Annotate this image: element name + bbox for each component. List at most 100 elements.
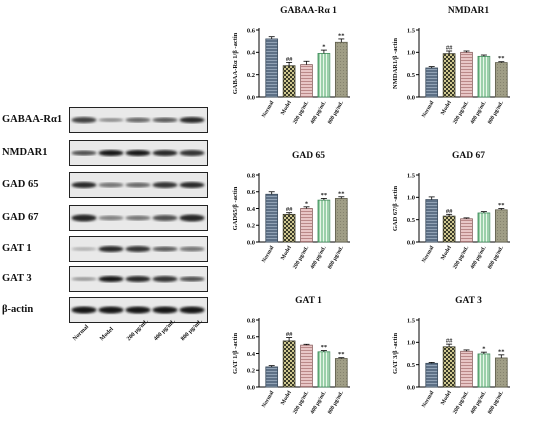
bar-model	[282, 65, 296, 98]
blot-band	[179, 246, 205, 252]
bar-800-g-ml	[334, 41, 348, 98]
x-tick-label: 200 μg/mL	[452, 245, 470, 270]
bar-model	[282, 213, 296, 243]
x-tick-label: 200 μg/mL	[292, 245, 310, 270]
blot-band	[71, 117, 97, 123]
bar-800-g-ml	[494, 62, 508, 98]
significance-marker: ##	[286, 56, 293, 63]
blot-lane-label: Normal	[72, 324, 91, 343]
y-tick-label: 0.4	[247, 50, 256, 57]
y-tick-label: 1.0	[407, 340, 415, 347]
chart-title: GAT 1	[295, 296, 322, 306]
x-tick-label: Normal	[421, 100, 436, 119]
bar-800-g-ml	[494, 209, 508, 243]
blot-label-gat-3: GAT 3	[2, 273, 32, 284]
y-tick-label: 1.5	[407, 27, 416, 34]
bar-200-g-ml	[460, 350, 473, 388]
blot-band	[179, 117, 205, 123]
bar-800-g-ml	[494, 357, 508, 388]
blot-band	[179, 182, 205, 188]
western-blot-panel: GABAA-Rα1 NMDAR1 GAD 65 GAD 67 GAT 1 GAT 3 β-a…	[0, 0, 225, 431]
chart-gad65: GAD 65 GAD65/β -actin 0.0 0.2 0.4 0.6 0.8 Norma…	[232, 151, 350, 270]
bar-400-g-ml	[317, 351, 331, 388]
y-tick-label: 0.5	[407, 72, 416, 79]
y-tick-label: 0.8	[247, 172, 256, 179]
bar-model	[282, 340, 296, 388]
chart-gat1: GAT 1 GAT 1/β -actin 0.0 0.2 0.4 0.6 0.8 Normal…	[232, 296, 350, 415]
bar-normal	[425, 199, 439, 243]
y-tick-label: 0.0	[407, 94, 415, 101]
blot-strip-actin	[69, 297, 208, 323]
bar-800-g-ml	[334, 358, 348, 388]
blot-label-gad-67: GAD 67	[2, 212, 39, 223]
blot-band	[98, 182, 124, 188]
blot-band	[98, 150, 124, 156]
blot-label-gabaa-r-1: GABAA-Rα1	[2, 114, 63, 125]
x-tick-label: 200 μg/mL	[292, 100, 310, 125]
y-axis-label: GAD65/β -actin	[232, 186, 239, 230]
significance-marker: *	[305, 200, 308, 207]
blot-band	[179, 276, 205, 282]
bar-200-g-ml	[300, 344, 313, 388]
significance-marker: **	[498, 202, 505, 209]
x-tick-label: 800 μg/mL	[487, 245, 505, 270]
y-tick-label: 0.4	[247, 351, 256, 358]
bar-400-g-ml	[477, 212, 491, 243]
y-tick-label: 0.4	[247, 206, 256, 213]
y-tick-label: 0.2	[247, 223, 255, 230]
bar-normal	[265, 366, 279, 388]
chart-gat3: GAT 3 GAT 3/β -actin 0.0 0.5 1.0 1.5 Normal ## M…	[392, 296, 510, 415]
blot-label-actin: β-actin	[2, 304, 34, 315]
bar-normal	[425, 67, 439, 98]
blot-band	[98, 118, 124, 122]
blot-band	[98, 215, 124, 221]
x-tick-label: Model	[440, 100, 453, 117]
blot-band	[152, 276, 178, 282]
blot-band	[71, 150, 97, 156]
y-tick-label: 1.5	[407, 317, 416, 324]
blot-band	[98, 306, 124, 314]
x-tick-label: Normal	[421, 390, 436, 409]
x-tick-label: Normal	[261, 390, 276, 409]
y-axis-label: GAT 1/β -actin	[232, 333, 239, 374]
significance-marker: ##	[446, 208, 453, 215]
x-tick-label: 200 μg/mL	[452, 100, 470, 125]
x-tick-label: 200 μg/mL	[292, 390, 310, 415]
x-tick-label: Normal	[421, 245, 436, 264]
blot-label-nmdar1: NMDAR1	[2, 147, 48, 158]
blot-band	[152, 182, 178, 188]
y-tick-label: 0.8	[247, 317, 256, 324]
blot-band	[125, 150, 151, 156]
y-tick-label: 0.2	[247, 72, 255, 79]
bar-model	[442, 215, 456, 243]
x-tick-label: Normal	[261, 100, 276, 119]
significance-marker: *	[482, 346, 485, 353]
significance-marker: **	[321, 344, 328, 351]
x-tick-label: 800 μg/mL	[487, 100, 505, 125]
x-tick-label: 400 μg/mL	[310, 100, 328, 125]
significance-marker: **	[498, 55, 505, 62]
bar-normal	[265, 193, 279, 243]
y-tick-label: 0.0	[247, 94, 255, 101]
x-tick-label: 800 μg/mL	[487, 390, 505, 415]
blot-band	[179, 306, 205, 314]
chart-title: GABAA-Rα 1	[280, 6, 337, 16]
blot-band	[179, 214, 205, 222]
bar-normal	[265, 38, 279, 98]
significance-marker: **	[498, 348, 505, 355]
significance-marker: ##	[446, 338, 453, 345]
y-tick-label: 0.2	[247, 368, 255, 375]
blot-band	[98, 276, 124, 282]
bar-400-g-ml	[317, 53, 331, 98]
x-tick-label: Normal	[261, 245, 276, 264]
blot-strip-gat-3	[69, 266, 208, 292]
blot-band	[152, 215, 178, 221]
y-tick-label: 0.5	[407, 217, 416, 224]
bar-200-g-ml	[460, 218, 473, 243]
x-tick-label: 800 μg/mL	[327, 245, 345, 270]
y-tick-label: 1.5	[407, 172, 416, 179]
blot-strip-gabaa-r-1	[69, 107, 208, 133]
blot-band	[179, 150, 205, 156]
bar-400-g-ml	[477, 55, 491, 98]
y-axis-label: GABAA-Rα 1/β -actin	[232, 32, 239, 94]
